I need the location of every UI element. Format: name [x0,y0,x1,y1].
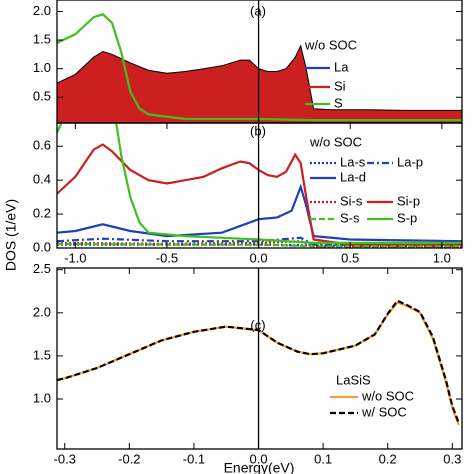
x-tick-label: -0.5 [156,250,178,265]
frame [56,267,463,450]
plot-area [57,299,460,426]
area [57,44,462,123]
legend-title: w/o SOC [304,37,357,52]
legend-label: S-s [340,210,360,225]
line [57,299,460,424]
frame [56,122,463,249]
panel-label: (a) [250,3,266,18]
x-tick-label: -0.1 [183,451,205,466]
legend-label: La-s [340,154,366,169]
line [57,143,462,246]
legend-label: La-p [397,154,423,169]
legend-label: La [334,59,349,74]
plot-area [57,13,462,123]
y-tick-label: 1.0 [33,60,51,75]
y-tick-label: 1.0 [33,390,51,405]
legend-title: w/o SOC [309,134,362,149]
x-tick-label: 0.2 [379,451,397,466]
x-tick-label: -0.3 [54,451,76,466]
y-tick-label: 0.0 [33,239,51,254]
y-axis-label: DOS (1/eV) [3,199,19,271]
legend-title: LaSiS [336,372,371,387]
panel-label: (b) [250,123,266,138]
x-axis-label: Energy(eV) [224,460,295,474]
x-tick-label: 0.3 [443,451,461,466]
legend-label: w/ SOC [361,404,407,419]
legend-label: La-d [340,169,366,184]
legend-label: Si [334,78,346,93]
legend-label: S-p [397,210,417,225]
y-tick-label: 0.4 [33,172,51,187]
line [57,123,462,244]
y-tick-label: 2.5 [33,261,51,276]
y-tick-label: 0.2 [33,206,51,221]
y-tick-label: 1.5 [33,31,51,46]
x-tick-label: 0.0 [249,451,267,466]
y-tick-label: 0.6 [33,138,51,153]
legend-label: S [334,95,343,110]
x-tick-label: -1.0 [64,250,86,265]
legend-label: w/o SOC [361,388,414,403]
x-tick-label: 0.0 [250,250,268,265]
legend-label: Si-p [397,193,420,208]
x-tick-label: 0.5 [341,250,359,265]
x-tick-label: 1.0 [433,250,451,265]
x-tick-label: -0.2 [118,451,140,466]
panel-label: (c) [250,317,265,332]
x-tick-label: 0.1 [314,451,332,466]
y-tick-label: 0.5 [33,89,51,104]
y-tick-label: 1.5 [33,347,51,362]
y-tick-label: 2.0 [33,304,51,319]
y-tick-label: 2.0 [33,3,51,18]
legend-label: Si-s [340,193,363,208]
